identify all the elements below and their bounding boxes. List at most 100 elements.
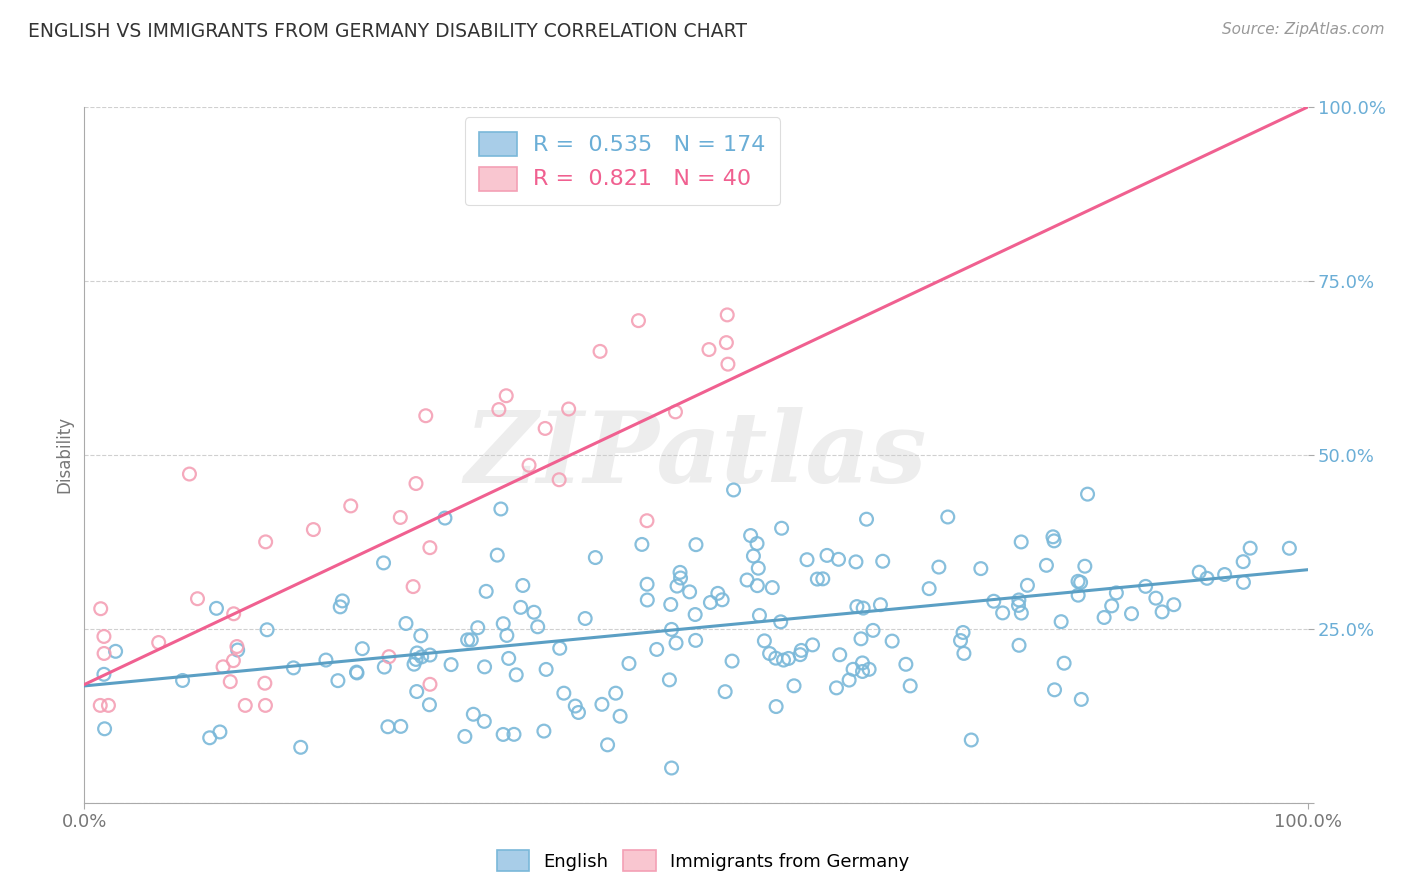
Point [659, 598, 682, 612]
Point [583, 550, 606, 565]
Point [495, 628, 517, 642]
Point [845, 555, 868, 569]
Point [772, 653, 794, 667]
Point [93, 630, 115, 644]
Point [352, 641, 374, 656]
Point [330, 594, 353, 608]
Point [669, 571, 692, 585]
Point [1213, 567, 1236, 582]
Point [697, 343, 720, 357]
Point [212, 660, 235, 674]
Point [1067, 574, 1090, 589]
Point [302, 523, 325, 537]
Point [1105, 586, 1128, 600]
Point [918, 582, 941, 596]
Point [1070, 575, 1092, 590]
Point [534, 662, 557, 676]
Point [226, 643, 249, 657]
Point [402, 580, 425, 594]
Point [765, 651, 787, 665]
Point [148, 635, 170, 649]
Point [405, 476, 427, 491]
Y-axis label: Disability: Disability [55, 417, 73, 493]
Point [498, 651, 520, 665]
Point [665, 636, 688, 650]
Point [402, 657, 425, 672]
Point [474, 660, 496, 674]
Point [609, 709, 631, 723]
Point [928, 560, 950, 574]
Point [226, 640, 249, 654]
Point [1010, 606, 1032, 620]
Legend: English, Immigrants from Germany: English, Immigrants from Germany [489, 843, 917, 879]
Point [636, 593, 658, 607]
Point [290, 740, 312, 755]
Point [783, 679, 806, 693]
Point [591, 698, 613, 712]
Point [754, 633, 776, 648]
Point [636, 577, 658, 591]
Point [419, 648, 441, 662]
Point [707, 586, 730, 600]
Text: Source: ZipAtlas.com: Source: ZipAtlas.com [1222, 22, 1385, 37]
Point [1188, 565, 1211, 579]
Point [548, 641, 571, 656]
Point [852, 601, 875, 615]
Point [208, 725, 231, 739]
Point [509, 600, 531, 615]
Point [745, 536, 768, 550]
Point [851, 665, 873, 679]
Point [953, 647, 976, 661]
Point [389, 510, 412, 524]
Point [894, 657, 917, 672]
Point [685, 633, 707, 648]
Point [721, 654, 744, 668]
Point [1067, 588, 1090, 602]
Point [714, 684, 737, 698]
Point [1043, 533, 1066, 548]
Point [411, 649, 433, 664]
Point [723, 483, 745, 497]
Point [1232, 555, 1254, 569]
Point [492, 727, 515, 741]
Point [254, 698, 277, 713]
Point [1092, 610, 1115, 624]
Point [801, 638, 824, 652]
Point [254, 534, 277, 549]
Point [172, 673, 194, 688]
Point [505, 668, 527, 682]
Point [658, 673, 681, 687]
Point [711, 592, 734, 607]
Point [1239, 541, 1261, 556]
Point [716, 335, 738, 350]
Point [872, 554, 894, 568]
Point [827, 552, 849, 566]
Point [855, 512, 877, 526]
Point [198, 731, 221, 745]
Point [472, 714, 495, 729]
Point [815, 549, 838, 563]
Point [949, 633, 972, 648]
Point [503, 727, 526, 741]
Point [419, 677, 441, 691]
Point [433, 511, 456, 525]
Point [533, 724, 555, 739]
Point [415, 409, 437, 423]
Point [219, 674, 242, 689]
Point [475, 584, 498, 599]
Point [454, 730, 477, 744]
Point [636, 514, 658, 528]
Point [222, 654, 245, 668]
Point [517, 458, 540, 473]
Point [851, 656, 873, 670]
Point [534, 421, 557, 435]
Point [761, 581, 783, 595]
Point [769, 615, 792, 629]
Point [898, 679, 921, 693]
Point [93, 647, 115, 661]
Point [661, 761, 683, 775]
Point [1017, 578, 1039, 592]
Point [97, 698, 120, 713]
Point [1101, 599, 1123, 613]
Point [699, 595, 721, 609]
